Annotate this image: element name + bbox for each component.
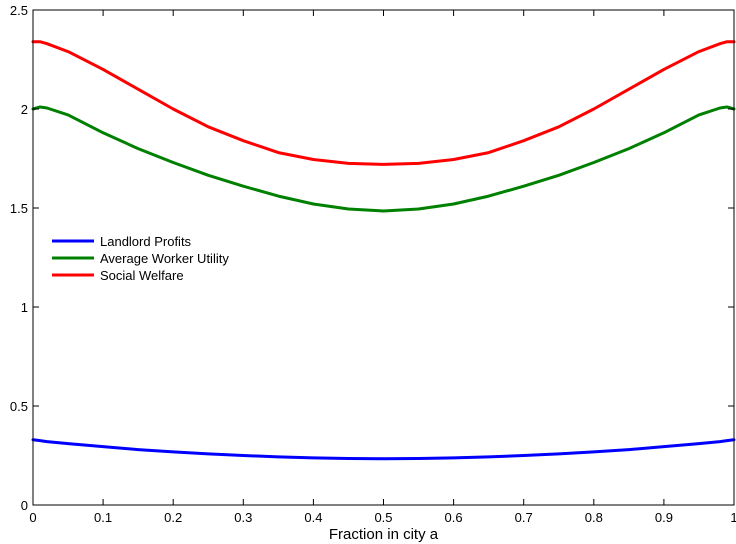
x-tick-label: 0.8 [585, 510, 603, 525]
y-tick-label: 1 [21, 300, 28, 315]
series-line-2 [31, 40, 736, 166]
y-axis-ticks: 0 0.5 1 1.5 2 2.5 [10, 3, 734, 513]
x-tick-label: 0.6 [445, 510, 463, 525]
y-tick-label: 0 [21, 498, 28, 513]
y-tick-label: 0.5 [10, 399, 28, 414]
y-tick-label: 2.5 [10, 3, 28, 18]
x-tick-label: 0.1 [94, 510, 112, 525]
x-tick-label: 0.3 [234, 510, 252, 525]
y-tick-label: 2 [21, 102, 28, 117]
x-tick-label: 0 [29, 510, 36, 525]
x-tick-label: 0.9 [655, 510, 673, 525]
x-tick-label: 0.5 [374, 510, 392, 525]
legend: Landlord Profits Average Worker Utility So… [52, 234, 229, 283]
legend-label: Landlord Profits [100, 234, 192, 249]
x-tick-label: 1 [730, 510, 736, 525]
x-tick-label: 0.4 [304, 510, 322, 525]
series-lines [31, 40, 736, 461]
legend-label: Social Welfare [100, 268, 184, 283]
x-tick-label: 0.2 [164, 510, 182, 525]
x-tick-label: 0.7 [515, 510, 533, 525]
x-axis-label: Fraction in city a [329, 526, 439, 543]
x-axis-ticks: 0 0.1 0.2 0.3 0.4 0.5 0.6 0.7 0.8 0.9 1 [29, 10, 736, 525]
y-tick-label: 1.5 [10, 201, 28, 216]
legend-label: Average Worker Utility [100, 251, 229, 266]
series-line-1 [31, 105, 736, 213]
series-line-0 [31, 438, 736, 461]
